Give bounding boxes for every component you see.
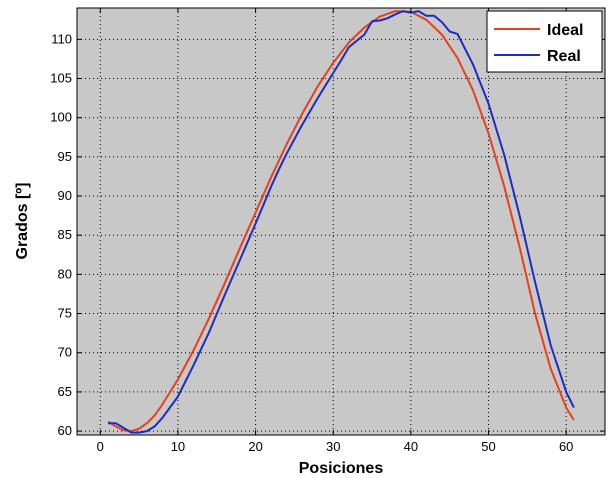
x-tick-label: 50 xyxy=(481,439,495,454)
y-tick-label: 65 xyxy=(58,384,72,399)
y-tick-label: 75 xyxy=(58,306,72,321)
legend: Ideal Real xyxy=(486,10,603,73)
y-tick-label: 85 xyxy=(58,227,72,242)
x-tick-label: 20 xyxy=(248,439,262,454)
y-tick-label: 110 xyxy=(51,31,72,46)
legend-label: Ideal xyxy=(547,22,583,39)
y-tick-label: 90 xyxy=(58,188,72,203)
x-tick-label: 10 xyxy=(171,439,185,454)
y-tick-label: 95 xyxy=(58,149,72,164)
x-axis-title: Posiciones xyxy=(299,460,384,477)
series-line-real xyxy=(108,10,575,434)
plot-background xyxy=(77,8,605,435)
y-tick-label: 70 xyxy=(58,345,72,360)
y-tick-label: 105 xyxy=(50,71,72,86)
plot-frame xyxy=(76,7,606,436)
series-group xyxy=(107,10,575,434)
y-tick-label: 80 xyxy=(58,266,72,281)
x-tick-label: 30 xyxy=(326,439,340,454)
axis-ticks: 0 10 20 30 40 50 60 60 65 70 75 80 85 90 95 100 105 110 xyxy=(50,8,605,454)
x-tick-label: 40 xyxy=(404,439,418,454)
y-tick-label: 100 xyxy=(50,110,72,125)
legend-label: Real xyxy=(547,48,581,65)
legend-box xyxy=(486,10,603,73)
series-line-ideal xyxy=(107,10,575,433)
y-tick-label: 60 xyxy=(58,423,72,438)
y-axis-title: Grados [º] xyxy=(14,183,31,260)
x-tick-label: 0 xyxy=(97,439,104,454)
x-tick-label: 60 xyxy=(559,439,573,454)
